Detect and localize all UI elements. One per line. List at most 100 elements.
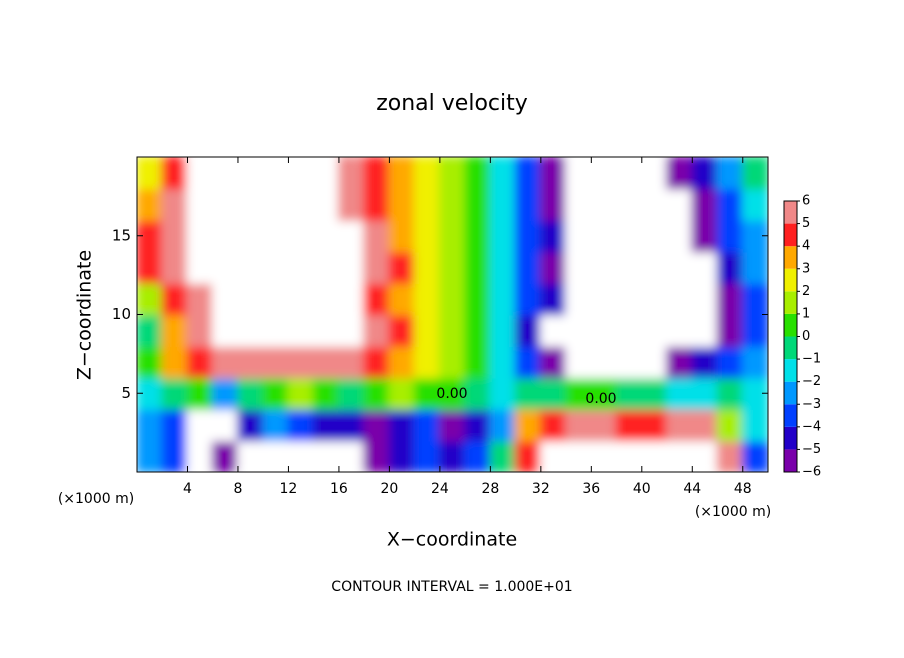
cell [236,376,265,410]
cell [161,439,189,472]
cell [413,282,441,316]
contour-label: 0.00 [436,386,467,402]
cell [262,157,290,190]
colorbar-label: −5 [802,442,821,457]
cell [716,345,744,379]
colorbar-swatch [784,404,797,427]
colorbar-label: −2 [802,374,821,389]
cell [514,282,542,316]
cell [337,187,366,221]
cell [590,219,618,253]
cell [388,219,416,253]
cell [691,376,719,410]
cell [640,345,669,379]
colorbar-swatch [784,223,797,247]
cell [312,187,340,221]
cell [211,439,239,472]
cell [388,313,416,347]
x-tick-label: 32 [532,481,550,497]
cell [312,219,340,253]
cell [161,187,189,221]
cell [741,250,768,284]
cell [615,313,643,347]
cell [741,282,768,316]
cell [211,345,239,379]
cell [438,376,467,410]
cell [565,157,593,190]
cell [666,439,694,472]
cell [489,376,517,410]
cell [186,408,214,442]
cell [615,345,643,379]
cell [539,219,568,253]
cell [137,408,164,442]
cell [615,157,643,190]
cell [741,187,768,221]
cell [236,219,265,253]
cell [186,345,214,379]
cell [363,408,391,442]
cell [337,219,366,253]
cell [464,408,492,442]
colorbar-label: −6 [802,465,821,480]
cell [590,282,618,316]
cell [691,313,719,347]
cell [211,376,239,410]
cell [565,345,593,379]
colorbar-label: 6 [802,194,810,209]
cell [262,439,290,472]
cell [413,345,441,379]
cell [363,345,391,379]
cell [666,376,694,410]
cell [489,250,517,284]
cell [236,408,265,442]
cell [262,282,290,316]
cell [262,408,290,442]
cell [514,187,542,221]
cell [287,376,315,410]
cell [539,313,568,347]
cell [716,439,744,472]
cell [438,219,467,253]
cell [716,187,744,221]
cell [337,282,366,316]
cell [464,376,492,410]
cell [716,219,744,253]
cell [161,282,189,316]
cell [363,187,391,221]
cell [615,219,643,253]
cell [615,250,643,284]
cell [137,313,164,347]
x-tick-label: 24 [431,481,449,497]
cell [287,157,315,190]
cell [438,408,467,442]
cell [716,282,744,316]
x-tick-label: 44 [683,481,701,497]
cell [464,282,492,316]
cell [464,345,492,379]
y-tick-label: 10 [112,305,131,323]
cell [337,376,366,410]
x-tick-label: 20 [380,481,398,497]
cell [666,313,694,347]
cell [691,250,719,284]
cell [716,313,744,347]
cell [640,250,669,284]
cell [363,157,391,190]
cell [413,219,441,253]
cell [539,376,568,410]
cell [287,187,315,221]
cell [287,282,315,316]
cell [691,439,719,472]
colorbar-label: 4 [802,239,810,254]
cell [464,219,492,253]
cell [388,408,416,442]
cell [413,157,441,190]
x-tick-label: 36 [582,481,600,497]
cell [615,408,643,442]
cell [666,408,694,442]
contour-label: 0.00 [585,391,616,407]
colorbar-label: 3 [802,261,810,276]
cell [438,250,467,284]
